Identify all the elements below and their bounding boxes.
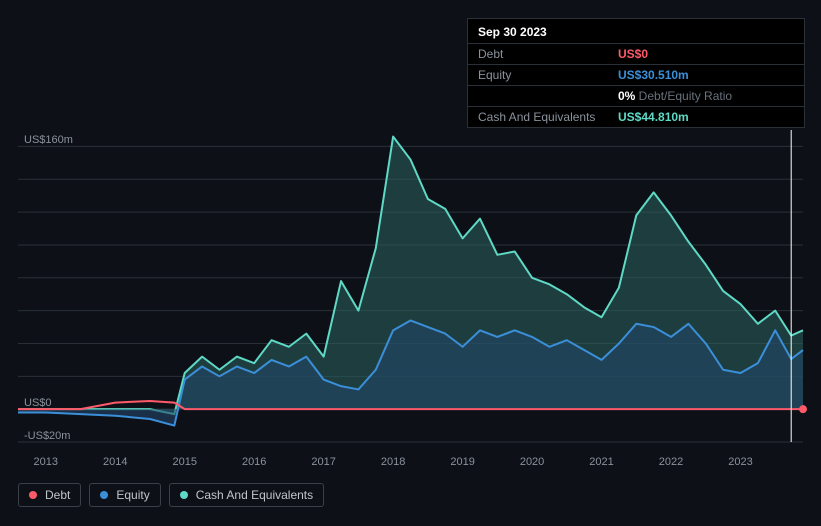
x-axis-label: 2016 (242, 456, 266, 468)
tooltip-row-value: US$30.510m (618, 68, 689, 82)
tooltip-row-value: 0% Debt/Equity Ratio (618, 89, 732, 103)
legend-dot-icon (100, 491, 108, 499)
legend-label: Equity (116, 488, 149, 502)
y-axis-label: US$160m (24, 134, 73, 146)
tooltip-row-label (478, 89, 598, 103)
x-axis-label: 2023 (728, 456, 752, 468)
tooltip-row: 0% Debt/Equity Ratio (468, 86, 804, 107)
chart-root: Sep 30 2023 Debt US$0 Equity US$30.510m 0% D… (0, 0, 821, 526)
legend-item[interactable]: Equity (89, 483, 160, 507)
tooltip-row-label: Cash And Equivalents (478, 110, 598, 124)
legend-dot-icon (180, 491, 188, 499)
x-axis-label: 2015 (172, 456, 196, 468)
tooltip-row-value: US$44.810m (618, 110, 689, 124)
tooltip-row: Cash And Equivalents US$44.810m (468, 107, 804, 127)
legend-item[interactable]: Debt (18, 483, 81, 507)
x-axis-label: 2021 (589, 456, 613, 468)
x-axis-label: 2019 (450, 456, 474, 468)
x-axis-label: 2018 (381, 456, 405, 468)
x-axis-label: 2014 (103, 456, 127, 468)
tooltip-row-label: Debt (478, 47, 598, 61)
series-end-marker (799, 405, 807, 413)
x-axis-label: 2022 (659, 456, 683, 468)
tooltip-row-value: US$0 (618, 47, 648, 61)
x-axis-label: 2017 (311, 456, 335, 468)
legend-label: Cash And Equivalents (196, 488, 313, 502)
tooltip-row-label: Equity (478, 68, 598, 82)
y-axis-label: US$0 (24, 397, 52, 409)
legend-dot-icon (29, 491, 37, 499)
tooltip: Sep 30 2023 Debt US$0 Equity US$30.510m 0% D… (467, 18, 805, 128)
tooltip-row: Debt US$0 (468, 44, 804, 65)
x-axis-label: 2013 (34, 456, 58, 468)
tooltip-row: Equity US$30.510m (468, 65, 804, 86)
tooltip-title: Sep 30 2023 (468, 19, 804, 44)
legend: Debt Equity Cash And Equivalents (18, 483, 324, 507)
legend-label: Debt (45, 488, 70, 502)
y-axis-label: -US$20m (24, 430, 70, 442)
legend-item[interactable]: Cash And Equivalents (169, 483, 324, 507)
x-axis-label: 2020 (520, 456, 544, 468)
